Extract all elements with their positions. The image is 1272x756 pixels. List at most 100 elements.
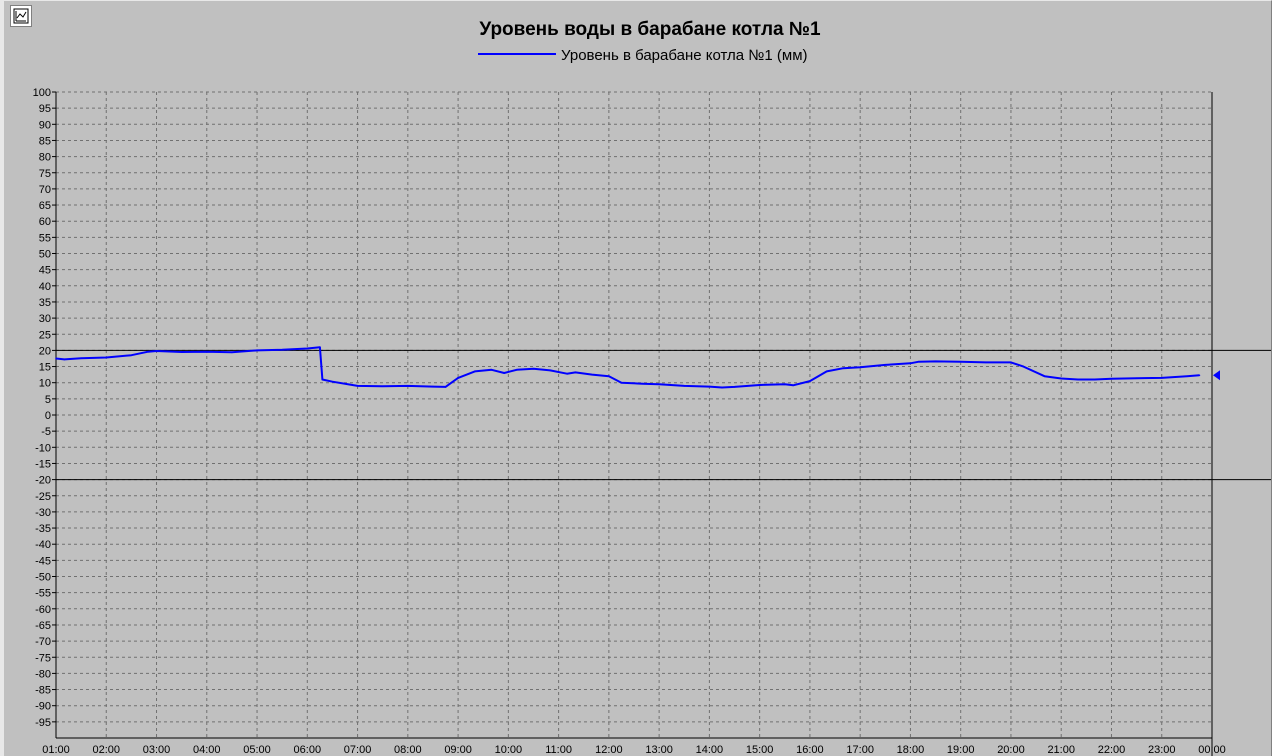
series-point — [1043, 375, 1046, 378]
series-point — [574, 371, 577, 374]
x-tick-label: 02:00 — [92, 744, 120, 756]
series-point — [1110, 378, 1113, 380]
x-tick-label: 18:00 — [897, 744, 925, 756]
series-point — [147, 350, 149, 353]
y-tick-label: 75 — [39, 168, 51, 180]
x-tick-label: 12:00 — [595, 744, 623, 756]
y-tick-label: 25 — [39, 329, 51, 341]
x-tick-label: 22:00 — [1098, 744, 1126, 756]
y-tick-label: 95 — [39, 103, 51, 115]
y-tick-label: 30 — [39, 313, 51, 325]
y-tick-label: 15 — [39, 362, 51, 374]
series-point — [708, 385, 711, 388]
y-tick-label: -20 — [35, 475, 51, 487]
series-point — [1160, 377, 1163, 379]
y-tick-label: 65 — [39, 200, 51, 212]
series-point — [721, 386, 723, 389]
y-tick-label: -45 — [35, 555, 51, 567]
x-tick-label: 17:00 — [846, 744, 874, 756]
series-point — [474, 370, 476, 373]
legend-label: Уровень в барабане котла №1 (мм) — [561, 47, 808, 64]
chart-title: Уровень воды в барабане котла №1 — [479, 19, 821, 40]
series-point — [381, 385, 384, 388]
series-point — [658, 383, 660, 386]
y-tick-label: -65 — [35, 620, 51, 632]
y-tick-label: 85 — [39, 135, 51, 147]
x-tick-label: 19:00 — [947, 744, 975, 756]
series-point — [331, 380, 334, 383]
cursor-value-marker — [1213, 370, 1220, 381]
series-point — [985, 361, 987, 364]
series-point — [934, 360, 937, 363]
series-point — [591, 373, 593, 376]
series-point — [319, 346, 321, 348]
x-tick-label: 09:00 — [444, 744, 472, 756]
plot-area: 1009590858075706560555045403530252015105… — [33, 87, 1271, 756]
y-tick-label: -30 — [35, 507, 51, 519]
x-tick-label: 05:00 — [243, 744, 271, 756]
chart-icon — [13, 8, 29, 24]
x-tick-label: 08:00 — [394, 744, 422, 756]
series-point — [63, 358, 66, 361]
y-tick-label: 50 — [39, 249, 51, 261]
x-tick-label: 23:00 — [1148, 744, 1176, 756]
series-point — [503, 372, 505, 374]
series-point — [1010, 361, 1012, 364]
y-tick-label: -85 — [35, 685, 51, 697]
y-tick-label: -90 — [35, 701, 51, 713]
y-tick-label: 0 — [45, 410, 51, 422]
series-point — [1093, 378, 1096, 381]
y-tick-label: 20 — [39, 345, 51, 357]
series-point — [566, 372, 568, 375]
y-tick-label: 35 — [39, 297, 51, 309]
x-tick-label: 06:00 — [294, 744, 322, 756]
y-tick-label: -40 — [35, 539, 51, 551]
chart-settings-button[interactable] — [10, 5, 32, 27]
series-point — [130, 354, 133, 357]
series-point — [515, 368, 518, 371]
x-tick-label: 10:00 — [495, 744, 523, 756]
y-tick-label: -10 — [35, 442, 51, 454]
x-tick-label: 14:00 — [696, 744, 724, 756]
x-tick-label: 07:00 — [344, 744, 372, 756]
y-tick-label: 55 — [39, 232, 51, 244]
x-tick-label: 16:00 — [796, 744, 824, 756]
x-tick-label: 13:00 — [645, 744, 673, 756]
legend: Уровень в барабане котла №1 (мм) — [478, 47, 808, 64]
x-tick-label: 03:00 — [143, 744, 171, 756]
series-point — [457, 377, 459, 379]
series-point — [909, 362, 912, 365]
series-point — [256, 349, 258, 352]
y-tick-label: -35 — [35, 523, 51, 535]
series-point — [1077, 378, 1079, 381]
series-point — [306, 347, 309, 350]
x-tick-label: 15:00 — [746, 744, 774, 756]
y-tick-label: 10 — [39, 378, 51, 390]
series-point — [1135, 377, 1138, 379]
series-point — [205, 350, 208, 353]
series-point — [842, 367, 845, 369]
y-tick-label: -15 — [35, 458, 51, 470]
y-tick-label: -75 — [35, 652, 51, 664]
series-point — [180, 351, 183, 353]
y-tick-label: -5 — [41, 426, 51, 438]
y-tick-label: 5 — [45, 394, 51, 406]
y-tick-label: 90 — [39, 119, 51, 131]
series-point — [356, 385, 359, 387]
series-point — [641, 382, 644, 385]
series-point — [321, 378, 324, 381]
series-point — [918, 360, 920, 363]
x-tick-label: 04:00 — [193, 744, 221, 756]
x-tick-label: 21:00 — [1047, 744, 1075, 756]
series-point — [733, 386, 736, 388]
series-point — [155, 350, 158, 352]
series-point — [792, 384, 794, 387]
y-tick-label: 80 — [39, 152, 51, 164]
series-point — [959, 360, 962, 363]
series-point — [1186, 375, 1188, 378]
series-point — [444, 386, 447, 388]
y-tick-label: -60 — [35, 604, 51, 616]
x-tick-label: 11:00 — [545, 744, 572, 756]
series-point — [490, 368, 493, 371]
